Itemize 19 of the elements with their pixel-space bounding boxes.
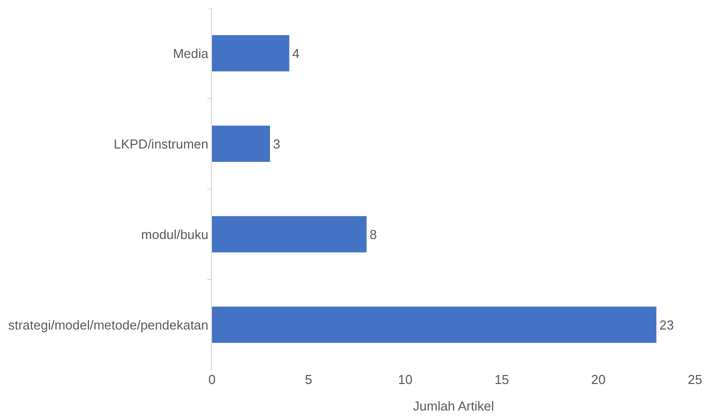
y-tick-label: LKPD/instrumen	[114, 136, 208, 152]
x-tick-label: 15	[494, 372, 510, 387]
data-label: 23	[659, 317, 674, 332]
bar	[212, 306, 656, 343]
data-label: 4	[292, 46, 300, 61]
y-tick-label: strategi/model/metode/pendekatan	[8, 317, 208, 332]
bar	[212, 126, 270, 162]
x-tick-label: 25	[688, 372, 702, 387]
y-tick-label: Media	[172, 46, 210, 61]
bar	[212, 216, 367, 252]
y-tick-label: modul/buku	[141, 226, 208, 242]
x-tick-label: 20	[591, 372, 606, 387]
data-label: 3	[272, 136, 280, 152]
x-tick-label: 5	[304, 372, 312, 387]
x-tick-label: 0	[208, 372, 216, 387]
bar	[212, 35, 290, 72]
data-label: 8	[370, 226, 377, 242]
x-axis-title: Jumlah Artikel	[413, 398, 494, 414]
x-tick-label: 10	[398, 372, 412, 387]
